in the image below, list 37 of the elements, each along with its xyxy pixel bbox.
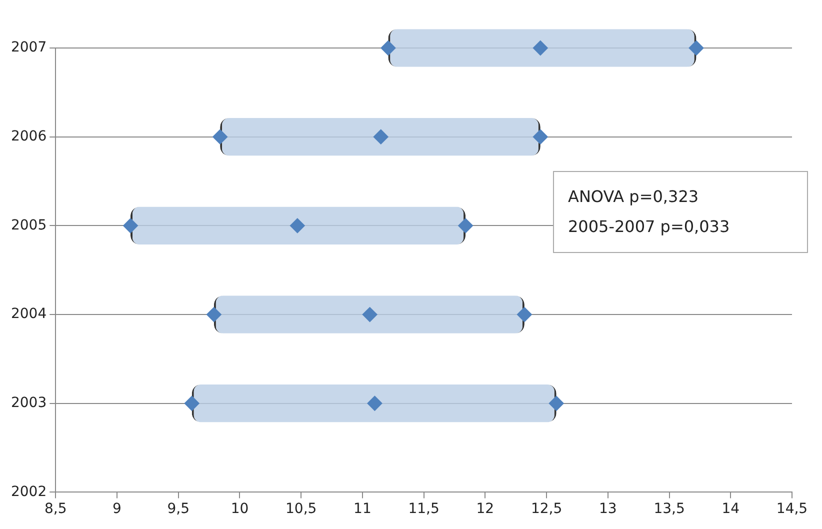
annotation: 2005-2007 p=0,033: [568, 216, 731, 238]
point: [212, 129, 228, 144]
x-tick-label: 11,5: [408, 501, 440, 518]
x-tick-label: 14: [722, 501, 740, 518]
point: [516, 307, 532, 322]
point: [532, 129, 548, 144]
x-tick-label: 11: [354, 501, 372, 518]
y-tick-label: 2006: [10, 128, 47, 144]
point: [362, 307, 378, 322]
point: [380, 40, 396, 56]
point: [184, 396, 200, 411]
point: [290, 218, 305, 234]
x-tick-label: 13,5: [654, 501, 685, 518]
y-tick-label: 2003: [10, 395, 47, 411]
x-tick-label: 10,5: [286, 501, 317, 518]
point: [548, 396, 564, 411]
annotation: ANOVA p=0,323: [568, 186, 700, 208]
x-tick-label: 10: [230, 501, 249, 518]
text-box: ANOVA p=0,323 2005-2007 p=0,033: [553, 171, 808, 253]
x-tick-label: 8,5: [44, 501, 67, 518]
x-tick-label: 14,5: [776, 501, 808, 518]
point: [458, 218, 474, 234]
point: [532, 40, 548, 56]
y-tick-label: 2002: [10, 484, 47, 500]
point: [122, 218, 138, 234]
point: [688, 40, 704, 56]
x-tick-label: 12: [476, 501, 494, 518]
x-tick-label: 13: [598, 501, 617, 518]
x-tick-label: 9,5: [167, 501, 190, 518]
point: [367, 396, 382, 411]
y-tick-label: 2004: [10, 306, 47, 322]
x-tick-label: 9: [112, 501, 122, 518]
point: [373, 129, 388, 144]
point: [206, 307, 222, 322]
y-tick-label: 2007: [10, 40, 47, 56]
y-tick-label: 2005: [10, 217, 47, 234]
x-tick-label: 12,5: [530, 501, 562, 518]
